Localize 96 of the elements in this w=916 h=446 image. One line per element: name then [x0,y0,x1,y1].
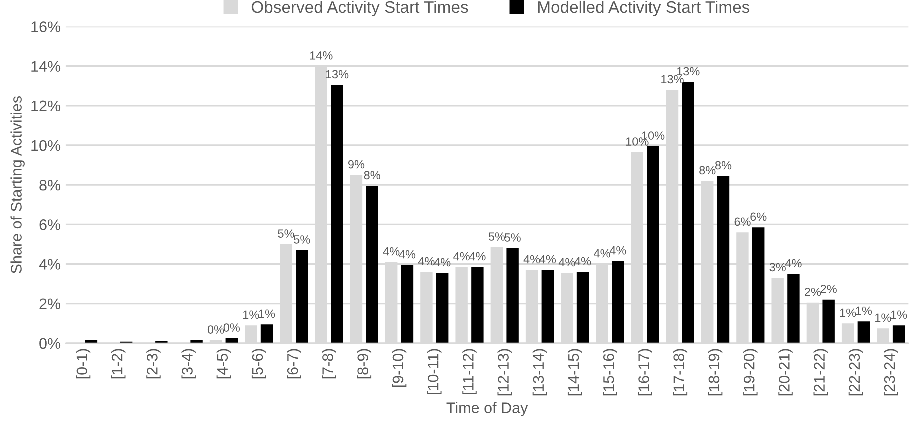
data-label: 1% [876,314,892,322]
x-tick-label: [4-5) [216,349,232,379]
bar [892,326,906,344]
x-tick-label: [22-23) [848,349,864,396]
y-tick-label: 12% [32,100,61,112]
bar [858,322,870,344]
y-tick-label: 4% [39,259,61,270]
bar [576,272,590,344]
data-label: 4% [558,258,576,267]
x-tick-label: [15-16) [603,349,618,396]
legend-label: Observed Activity Start Times [252,0,468,17]
data-label: 4% [574,257,592,266]
data-label: 0% [224,324,240,332]
x-tick-label: [14-15) [568,349,582,396]
data-label: 8% [364,171,380,180]
data-label: 4% [383,247,400,256]
x-tick-label: [11-12) [462,349,477,394]
data-label: 5% [278,230,294,238]
data-label: 6% [734,218,751,226]
x-tick-label: [18-19) [708,349,723,396]
data-label: 4% [524,255,540,264]
data-label: 4% [399,250,416,259]
x-tick-label: [20-21) [778,349,793,396]
data-label: 4% [785,259,802,268]
bar [296,250,308,344]
y-tick-label: 2% [40,298,61,310]
x-tick-label: [21-22) [814,349,828,396]
x-tick-label: [12-13) [498,349,512,396]
bar [366,186,378,344]
x-tick-label: [8-9) [357,349,372,379]
data-label: 5% [504,234,521,242]
data-label: 14% [310,52,333,60]
bar [331,85,344,344]
data-label: 3% [770,263,786,272]
bar [401,265,414,344]
x-tick-label: [10-11) [428,349,442,394]
x-tick-label: [2-3) [146,349,161,379]
bar [542,270,554,344]
bar [717,176,730,344]
x-tick-label: [16-17) [638,349,652,396]
bar [682,82,694,344]
bar [436,273,449,344]
bar [506,248,519,344]
data-label: 4% [610,246,626,255]
x-tick-label: [19-20) [744,349,758,396]
y-tick-label: 8% [40,180,61,191]
bar [752,228,765,344]
x-tick-label: [0-1) [76,349,91,379]
bar [822,300,835,344]
data-label: 9% [348,160,365,169]
data-label: 1% [891,310,908,320]
x-tick-label: [9-10) [392,349,407,388]
x-tick-label: [17-18) [673,349,688,396]
x-tick-label: [7-8) [322,349,336,379]
x-axis-title: Time of Day [446,402,528,416]
y-tick-label: 10% [32,140,61,152]
data-label: 4% [418,257,435,266]
data-label: 4% [540,255,556,264]
data-label: 6% [750,212,767,222]
data-label: 1% [856,306,872,316]
data-label: 1% [259,310,276,318]
data-label: 2% [820,285,837,294]
data-label: 10% [626,138,649,146]
x-tick-label: [23-24) [884,349,898,396]
y-tick-label: 14% [32,61,61,72]
data-label: 1% [840,308,856,318]
x-tick-label: [3-4) [182,349,196,379]
data-label: 1% [244,310,260,320]
data-label: 2% [805,288,822,296]
x-tick-label: [6-7) [287,349,302,379]
data-label: 5% [488,232,506,241]
data-label: 0% [208,326,224,334]
data-label: 13% [326,70,349,79]
y-tick-label: 16% [32,22,61,32]
x-tick-label: [13-14) [532,349,548,396]
data-label: 8% [715,161,732,170]
x-tick-label: [1-2) [112,349,126,379]
data-label: 4% [434,258,451,267]
y-tick-label: 6% [40,220,61,230]
x-tick-label: [5-6) [252,349,266,379]
data-label: 13% [662,75,684,84]
data-label: 10% [642,132,665,140]
data-label: 13% [677,67,700,76]
bar [260,324,274,344]
data-label: 4% [594,249,610,258]
data-label: 4% [454,252,470,261]
data-label: 5% [294,236,310,244]
bar [472,267,484,344]
bar [647,146,660,344]
data-label: 4% [469,252,486,261]
bar [612,261,624,344]
y-axis-title: Share of Starting Activities [10,96,25,274]
data-label: 8% [700,166,716,175]
legend-label: Modelled Activity Start Times [538,0,750,17]
y-tick-label: 0% [40,338,61,350]
bar [788,274,800,344]
